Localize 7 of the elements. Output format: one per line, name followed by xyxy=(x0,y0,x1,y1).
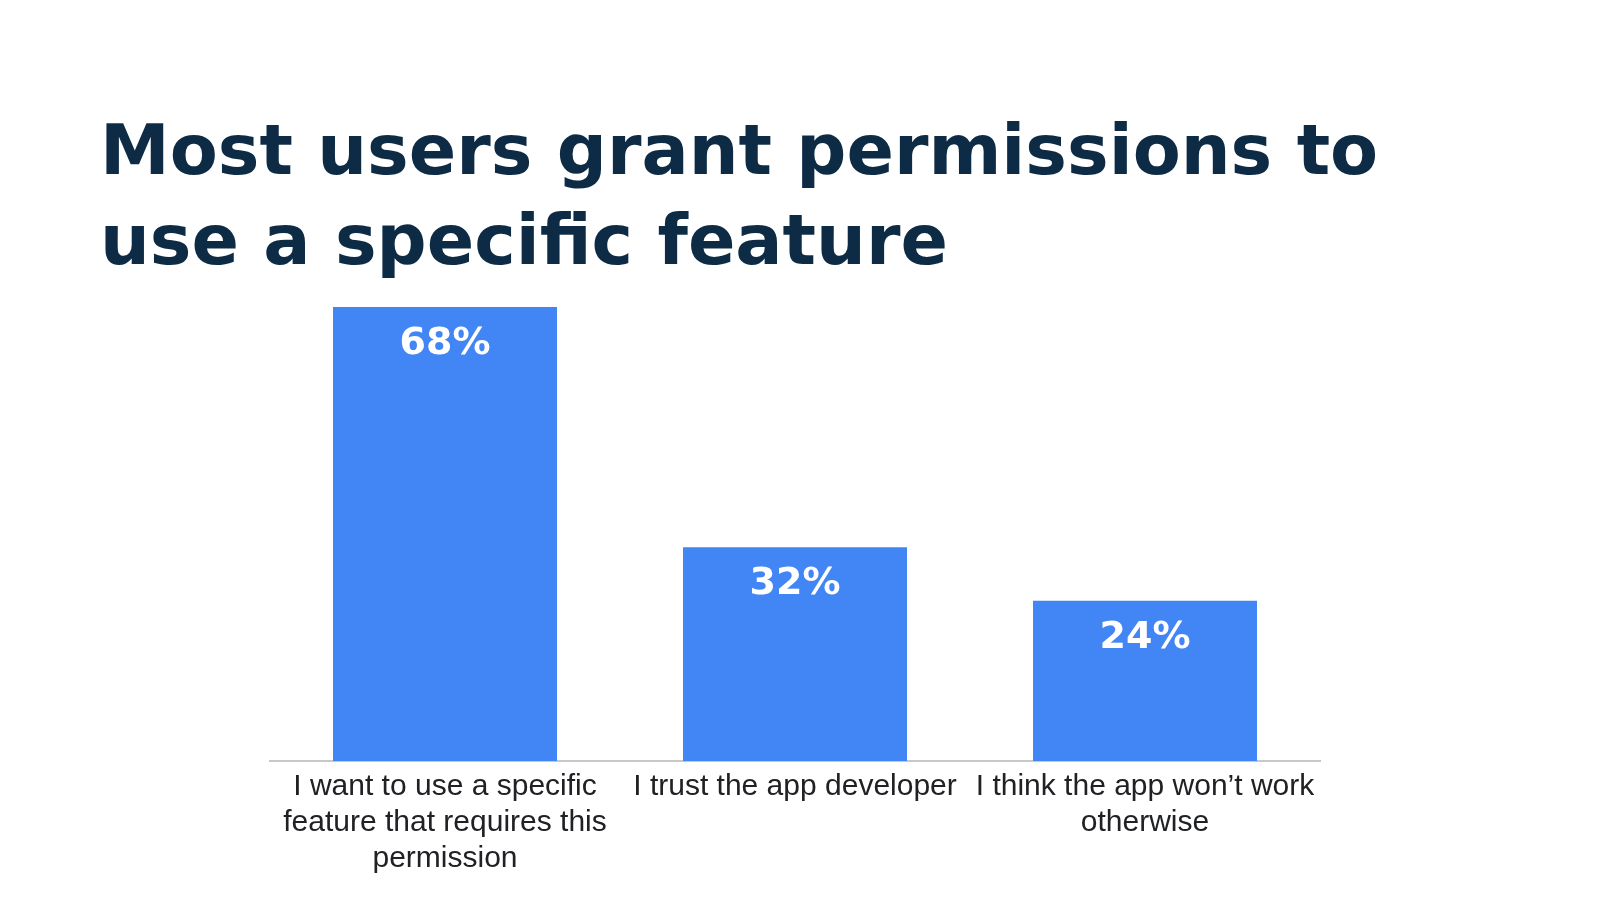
data-label: 24% xyxy=(1099,612,1191,657)
x-tick-label: I think the app won’t work otherwise xyxy=(975,768,1316,838)
data-label: 68% xyxy=(399,318,491,363)
x-tick-label: I trust the app developer xyxy=(633,768,957,802)
data-label: 32% xyxy=(749,559,841,604)
x-tick-label: I want to use a specific feature that requires this permission xyxy=(283,768,607,874)
chart-title: Most users grant permissions to use a specific feature xyxy=(100,108,1380,283)
